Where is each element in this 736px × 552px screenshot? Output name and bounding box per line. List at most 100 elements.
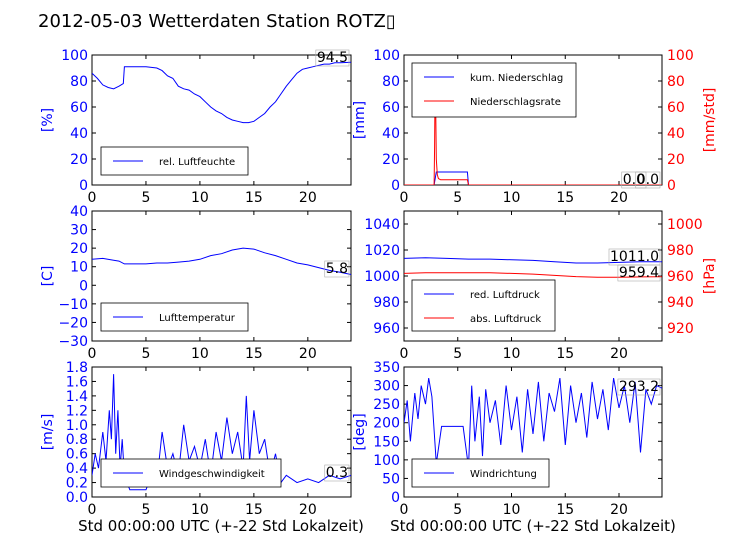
y-tick-label-right: 40	[667, 126, 685, 142]
legend-label: Windrichtung	[470, 469, 537, 480]
x-tick-label: 15	[556, 502, 574, 518]
x-tick-label: 20	[299, 190, 317, 206]
y-tick-label: 0	[79, 278, 88, 294]
x-tick-label: 20	[610, 502, 628, 518]
y-axis-label: [%]	[40, 108, 56, 132]
value-box-frame	[324, 464, 350, 482]
y-tick-label: 20	[382, 152, 400, 168]
series-line-windrichtung	[404, 378, 662, 468]
y-tick-label: 250	[373, 397, 400, 413]
y-axis-label: [deg]	[352, 413, 368, 450]
y-tick-label-right: 980	[667, 243, 694, 259]
value-box-secondary: 0.0	[623, 172, 645, 188]
panel-humidity: 0 5 10 15 20 0 20 40 60 80 100 [%] rel. Luftfeuchte 9…	[40, 48, 352, 206]
legend: Lufttemperatur	[100, 302, 249, 332]
y-tick-label: 1.2	[66, 403, 88, 419]
y-tick-label: 960	[373, 321, 400, 337]
x-axis-label-right: Std 00:00:00 UTC (+-22 Std Lokalzeit)	[390, 517, 676, 535]
y-tick-label: 80	[70, 74, 88, 90]
x-tick-label: 20	[299, 346, 317, 362]
x-tick-label: 15	[245, 190, 263, 206]
y-tick-label: 100	[373, 453, 400, 469]
legend: kum. Niederschlag Niederschlagsrate	[411, 62, 577, 118]
y-tick-label-right: 100	[667, 48, 694, 64]
x-tick-label: 15	[556, 346, 574, 362]
y-tick-label: 1.8	[66, 360, 88, 376]
value-box: 293.2	[619, 379, 659, 395]
legend-box	[100, 146, 249, 176]
value-box-frame	[635, 171, 661, 189]
y-axis-label: [m/s]	[40, 414, 56, 451]
y-tick-label: 150	[373, 434, 400, 450]
y-tick-label: 200	[373, 416, 400, 432]
y-tick-label: 1040	[364, 217, 400, 233]
y-tick-label: 100	[61, 48, 88, 64]
y-tick-label: 1.0	[66, 418, 88, 434]
y-tick-label: 1000	[364, 269, 400, 285]
x-tick-label: 20	[610, 346, 628, 362]
value-box: 94.5	[317, 50, 348, 66]
legend-label: rel. Luftfeuchte	[159, 157, 235, 168]
y-tick-label: 40	[382, 126, 400, 142]
y-tick-label-right: 20	[667, 152, 685, 168]
y-tick-label-right: 960	[667, 269, 694, 285]
value-box: 1011.0	[610, 249, 659, 265]
y-tick-label: 20	[70, 152, 88, 168]
y-tick-label: 40	[70, 126, 88, 142]
y-tick-label: 350	[373, 360, 400, 376]
y-tick-label: 0.6	[66, 447, 88, 463]
x-tick-label: 20	[610, 190, 628, 206]
y-tick-label: 20	[70, 241, 88, 257]
x-tick-label: 0	[88, 346, 97, 362]
y-tick-label: 1.4	[66, 389, 88, 405]
x-tick-label: 0	[400, 346, 409, 362]
legend: Windrichtung	[411, 458, 550, 488]
series-line-abs-luftdruck	[404, 272, 662, 278]
legend-label: Lufttemperatur	[159, 313, 236, 324]
x-tick-label: 5	[141, 346, 150, 362]
x-tick-label: 15	[245, 502, 263, 518]
x-tick-label: 0	[88, 502, 97, 518]
y-axis-label: [C]	[40, 266, 56, 287]
x-tick-label: 5	[453, 502, 462, 518]
y-axis-label-right: [mm/std]	[702, 88, 718, 153]
y-tick-label: 0.2	[66, 476, 88, 492]
series-line-rel-luftfeuchte	[92, 61, 351, 124]
y-tick-label: 80	[382, 74, 400, 90]
y-axis-label: [mm]	[352, 101, 368, 139]
value-box-frame	[617, 378, 661, 396]
x-tick-label: 20	[299, 502, 317, 518]
panel-windspeed: 0 5 10 15 20 0.00.20.40.60.81.01.21.41.61.8 [m…	[40, 360, 352, 518]
x-tick-label: 0	[400, 502, 409, 518]
y-tick-label-right: 920	[667, 321, 694, 337]
legend-label: abs. Luftdruck	[470, 314, 541, 325]
x-tick-label: 5	[453, 346, 462, 362]
value-box: 0.3	[326, 465, 348, 481]
panel-temperature: 0 5 10 15 20 −30 −20 −10 0 10 20 30 40 [C] Lufttempera…	[40, 204, 352, 362]
series-line-kum-niederschlag	[404, 171, 662, 185]
legend-label: red. Luftdruck	[470, 290, 540, 301]
value-box-secondary-frame	[617, 264, 661, 282]
y-tick-label: 0.0	[66, 490, 88, 506]
y-tick-label: 1020	[364, 243, 400, 259]
legend-label: Niederschlagsrate	[470, 97, 561, 108]
legend: red. Luftdruck abs. Luftdruck	[411, 279, 556, 332]
x-tick-label: 5	[141, 502, 150, 518]
x-tick-label: 10	[191, 190, 209, 206]
y-tick-label: 1.6	[66, 374, 88, 390]
y-tick-label-right: 0	[667, 178, 676, 194]
y-tick-label: 60	[70, 100, 88, 116]
legend-label: kum. Niederschlag	[470, 73, 563, 84]
value-box: 0.0	[637, 172, 659, 188]
series-line-windgeschwindigkeit	[92, 374, 351, 491]
y-tick-label: 50	[382, 471, 400, 487]
y-tick-label: 10	[70, 260, 88, 276]
y-tick-label: 0	[391, 490, 400, 506]
legend-box	[100, 302, 249, 332]
y-axis-label-right: [hPa]	[702, 258, 718, 294]
y-tick-label: 60	[382, 100, 400, 116]
y-tick-label: 0	[79, 178, 88, 194]
legend-label: Windgeschwindigkeit	[159, 469, 265, 480]
series-line-niederschlagsrate	[404, 64, 662, 185]
